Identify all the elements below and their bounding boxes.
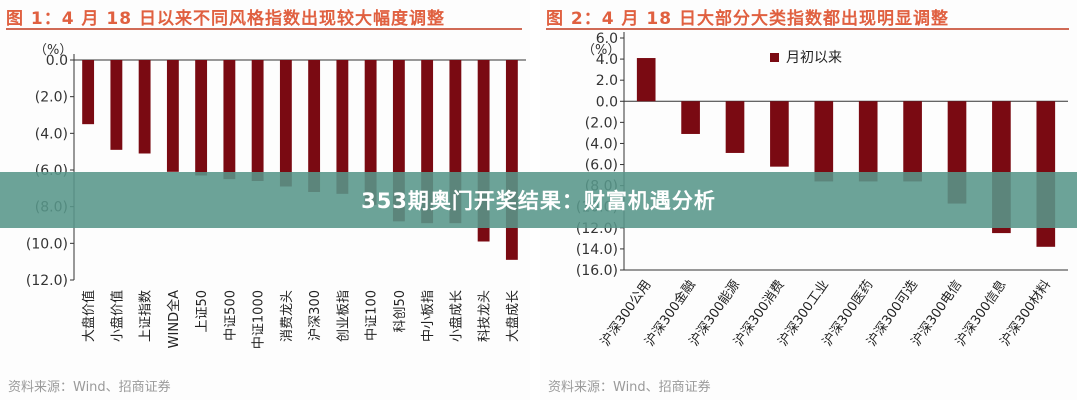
y-tick-label: (16.0) [576,263,618,279]
banner-title: 353期奥门开奖结果：财富机遇分析 [361,189,716,213]
bar [336,60,349,194]
bar [110,60,123,150]
x-tick-label: 科技龙头 [478,290,493,342]
bar [364,60,377,205]
x-tick-label: 科创50 [393,290,408,333]
bar [195,60,208,176]
bar [770,101,789,167]
y-tick-label: (6.0) [585,158,618,174]
x-tick-label: 上证指数 [139,290,154,342]
title-divider [6,28,522,30]
y-tick-label: 2.0 [596,73,618,89]
bar [392,60,405,222]
x-tick-label: 中小板指 [421,290,436,342]
bar-chart-svg: 0.0(2.0)(4.0)(6.0)(8.0)(10.0)(12.0)（%）大盘… [26,43,526,349]
x-tick-label: 小盘成长 [448,290,464,342]
bar [814,101,834,182]
chart-panel-2: 图 2：4 月 18 日大部分大类指数都出现明显调整 6.0 4.0 2.0 0.0 (… [540,0,1077,400]
title-divider [546,28,1069,30]
bar [308,60,321,192]
y-tick-label: (12.0) [26,273,68,289]
x-tick-label: 创业板指 [336,290,351,342]
bar [505,60,518,260]
bar [421,60,434,224]
bar [449,60,462,224]
bar-chart-svg: 6.04.02.00.0(2.0)(4.0)(6.0)(8.0)(10.0)(1… [576,32,1068,349]
x-tick-label: 大盘成长 [505,290,521,342]
overlay-banner[interactable]: 353期奥门开奖结果：财富机遇分析 [0,172,1077,228]
bar [138,60,151,154]
chart-title: 图 1：4 月 18 日以来不同风格指数出现较大幅度调整 [6,9,445,29]
x-tick-label: 中证1000 [252,290,267,349]
x-tick-label: WIND全A [166,290,182,348]
y-unit-label: （%） [582,43,620,58]
y-tick-label: (4.0) [35,126,68,142]
bar [166,60,179,172]
y-tick-label: 0.0 [596,94,618,110]
y-tick-label: (4.0) [585,136,618,152]
x-tick-label: 沪深300 [307,290,323,341]
x-tick-label: 大盘价值 [81,290,97,342]
y-tick-label: 6.0 [596,32,618,47]
bar [251,60,264,181]
bar [477,60,490,242]
source-note: 资料来源：Wind、招商证券 [8,380,171,395]
x-tick-label: 中证500 [223,290,238,341]
bar [636,58,656,102]
x-tick-label: 消费龙头 [280,290,295,342]
x-tick-label: 小盘价值 [109,290,125,342]
bar [82,60,95,125]
y-tick-label: (10.0) [26,236,68,252]
x-tick-label: 上证50 [195,290,210,333]
bar [223,60,236,180]
bar [279,60,292,187]
y-tick-label: (2.0) [35,90,68,106]
y-tick-label: 4.0 [596,52,618,68]
x-tick-label: 中证100 [365,290,380,341]
source-note: 资料来源：Wind、招商证券 [548,380,711,395]
y-unit-label: （%） [34,43,72,58]
y-tick-label: 0.0 [46,53,68,69]
bar [681,101,700,134]
legend-label: 月初以来 [786,49,842,66]
bar [725,101,745,153]
bar [858,101,878,182]
bar [903,101,922,182]
chart-title: 图 2：4 月 18 日大部分大类指数都出现明显调整 [546,9,949,29]
y-tick-label: (14.0) [576,242,618,258]
legend-swatch [770,53,779,62]
y-tick-label: (2.0) [585,115,618,131]
